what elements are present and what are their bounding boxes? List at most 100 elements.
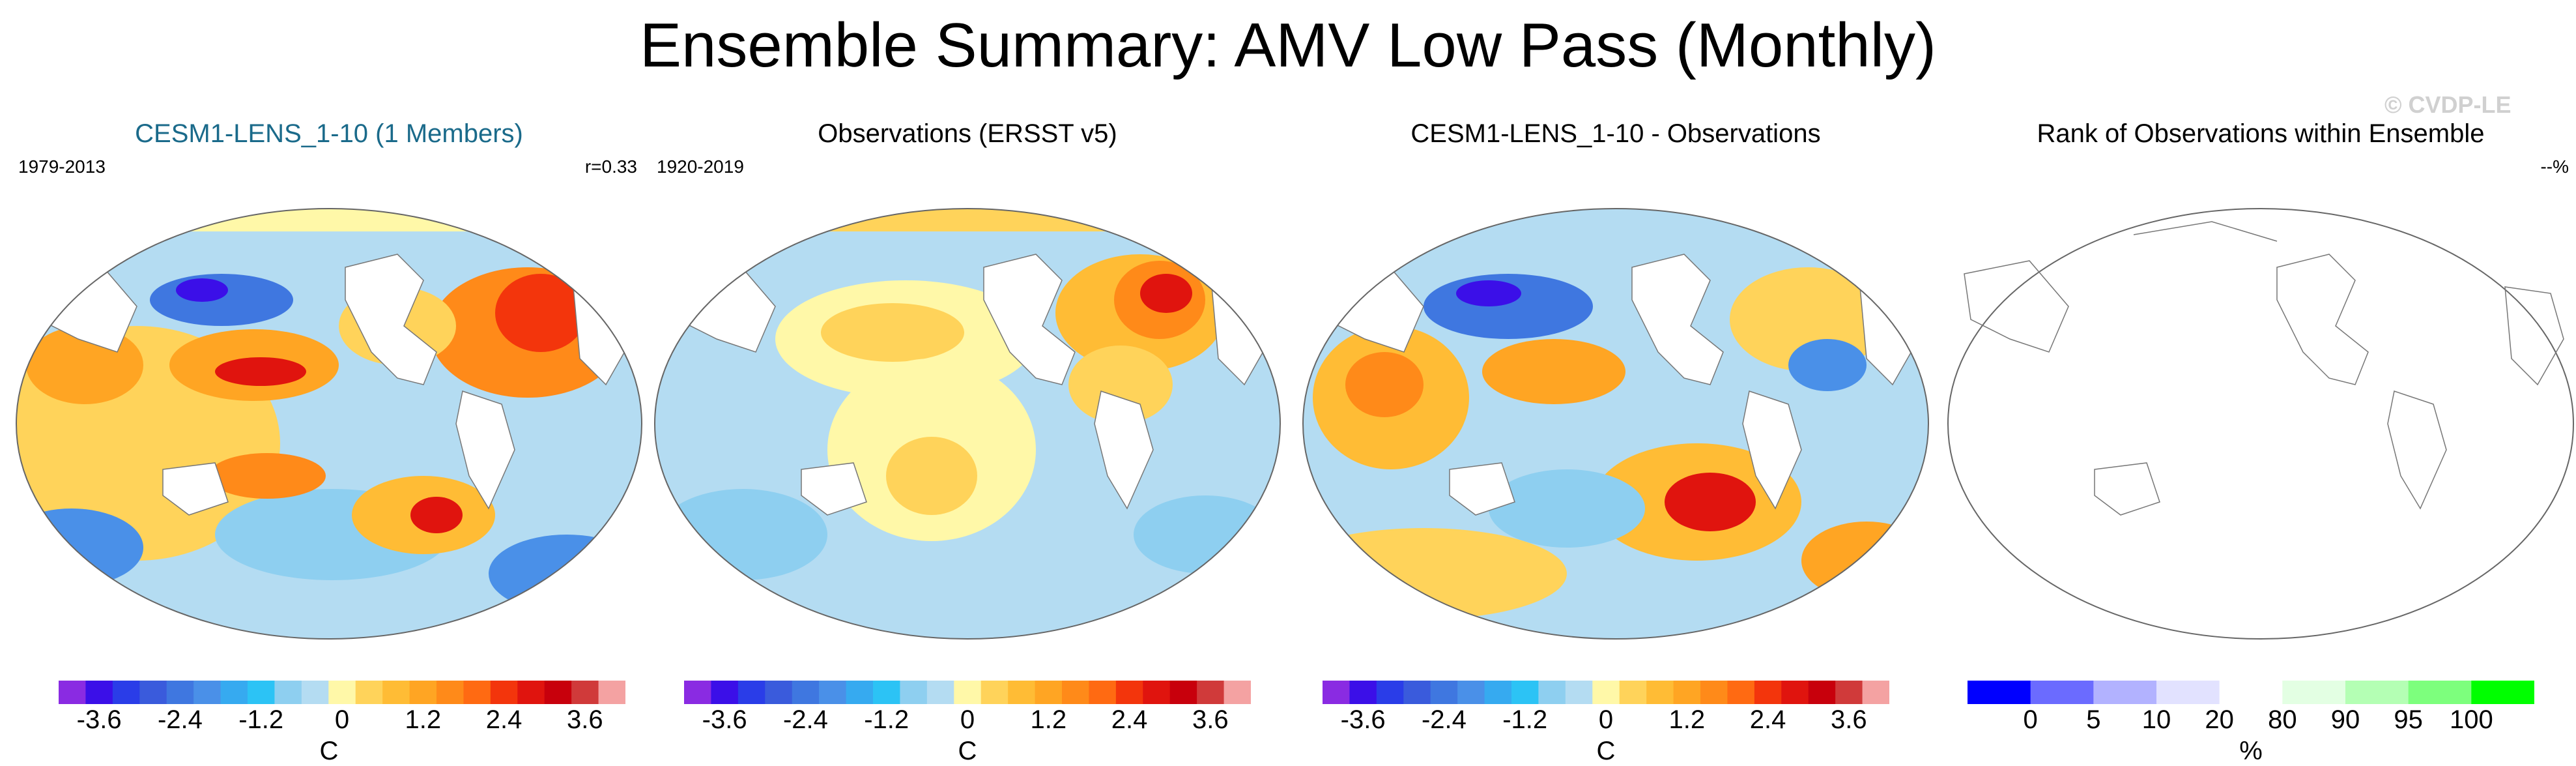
colorbar-bin	[139, 681, 167, 704]
colorbar-bin	[1169, 681, 1197, 704]
colorbar-tick-label: 0	[960, 705, 975, 734]
colorbar-bin	[2282, 681, 2346, 704]
colorbar-bin	[220, 681, 248, 704]
colorbar-bin	[684, 681, 711, 704]
unit-label: C	[1596, 737, 1616, 765]
colorbar-bin	[2219, 681, 2283, 704]
colorbar-tick-label: 100	[2449, 705, 2493, 734]
colorbar-bin	[1484, 681, 1512, 704]
colorbar-bin	[2156, 681, 2220, 704]
colorbar-tick-label: 2.4	[1111, 705, 1148, 734]
colorbar-bin	[765, 681, 793, 704]
colorbar-bin	[59, 681, 86, 704]
colorbar-bin	[1403, 681, 1431, 704]
panel-title: Rank of Observations within Ensemble	[2037, 119, 2485, 148]
colorbar-bin	[1700, 681, 1728, 704]
sst-anomaly-map	[16, 208, 642, 640]
colorbar-bin	[1781, 681, 1809, 704]
colorbar-bin	[1089, 681, 1117, 704]
panel-observations: Observations (ERSST v5) 1920-2019	[645, 117, 1290, 765]
colorbar-bin	[2408, 681, 2472, 704]
colorbar-bin	[1592, 681, 1620, 704]
colorbar-bin	[819, 681, 847, 704]
colorbar-bin	[544, 681, 572, 704]
colorbar-svg	[1323, 681, 1890, 704]
colorbar-bin	[328, 681, 356, 704]
percent-label: --%	[2540, 156, 2569, 177]
colorbar-bin	[1430, 681, 1458, 704]
colorbar-tick-label: 90	[2330, 705, 2360, 734]
period-label: 1979-2013	[18, 156, 106, 177]
panel-model: CESM1-LENS_1-10 (1 Members) 1979-2013 r=…	[7, 117, 651, 765]
colorbar-tick-label: 1.2	[1668, 705, 1706, 734]
colorbar-bin	[873, 681, 900, 704]
colorbar-bin	[1835, 681, 1863, 704]
sst-anomaly-map	[654, 208, 1281, 640]
colorbar-tick-label: 20	[2205, 705, 2234, 734]
colorbar-bin	[490, 681, 518, 704]
colorbar-svg	[684, 681, 1252, 704]
colorbar-tick-label: 10	[2141, 705, 2171, 734]
figure-title: Ensemble Summary: AMV Low Pass (Monthly)	[640, 10, 1936, 80]
colorbar-bin	[248, 681, 275, 704]
colorbar-tick-label: 2.4	[1749, 705, 1786, 734]
colorbar-bin	[1323, 681, 1350, 704]
colorbar-bin	[1538, 681, 1566, 704]
colorbar-tick-label: -2.4	[1421, 705, 1467, 734]
colorbar-bin	[1968, 681, 2031, 704]
sst-anomaly-map	[1302, 208, 1929, 640]
colorbar-tick-label: 0	[2023, 705, 2038, 734]
rank-colorbar	[1968, 681, 2535, 704]
colorbar-tick-label: -2.4	[157, 705, 203, 734]
colorbar-tick-label: 3.6	[567, 705, 603, 734]
colorbar-bin	[571, 681, 599, 704]
colorbar-bin	[517, 681, 545, 704]
period-label: 1920-2019	[657, 156, 744, 177]
colorbar-bin	[1457, 681, 1485, 704]
panel-title: CESM1-LENS_1-10 (1 Members)	[135, 119, 523, 148]
rank-map	[1947, 208, 2574, 640]
colorbar	[1323, 681, 1890, 704]
colorbar-tick-label: 5	[2086, 705, 2101, 734]
colorbar-svg	[59, 681, 626, 704]
unit-label: C	[958, 737, 977, 765]
colorbar-bin	[598, 681, 626, 704]
colorbar-bin	[436, 681, 464, 704]
colorbar-tick-label: 80	[2268, 705, 2297, 734]
colorbar-bin	[166, 681, 194, 704]
colorbar-bin	[85, 681, 113, 704]
colorbar-bin	[409, 681, 437, 704]
colorbar-tick-label: -3.6	[1340, 705, 1386, 734]
colorbar	[684, 681, 1252, 704]
colorbar-bin	[301, 681, 329, 704]
colorbar-tick-label: 0	[1598, 705, 1614, 734]
colorbar-bin	[2471, 681, 2535, 704]
colorbar-tick-label: -3.6	[702, 705, 747, 734]
colorbar-tick-label: 3.6	[1192, 705, 1229, 734]
colorbar-bin	[193, 681, 222, 704]
colorbar-tick-label: -2.4	[782, 705, 828, 734]
colorbar-tick-label: 1.2	[1030, 705, 1067, 734]
correlation-label: r=0.33	[584, 156, 637, 177]
colorbar-bin	[737, 681, 766, 704]
colorbar-bin	[1862, 681, 1890, 704]
colorbar-bin	[900, 681, 928, 704]
colorbar-bin	[1062, 681, 1089, 704]
colorbar-bin	[463, 681, 491, 704]
colorbar-bin	[980, 681, 1009, 704]
colorbar-tick-label: 2.4	[485, 705, 522, 734]
colorbar-bin	[1224, 681, 1252, 704]
panel-title: CESM1-LENS_1-10 - Observations	[1410, 119, 1821, 148]
colorbar-tick-label: -1.2	[864, 705, 909, 734]
colorbar-bin	[1727, 681, 1755, 704]
colorbar-bin	[1808, 681, 1836, 704]
colorbar-bin	[2345, 681, 2409, 704]
colorbar-bin	[711, 681, 739, 704]
colorbar-bin	[1511, 681, 1539, 704]
colorbar-bin	[926, 681, 954, 704]
colorbar-bin	[1197, 681, 1225, 704]
colorbar-bin	[1008, 681, 1036, 704]
colorbar-bin	[846, 681, 874, 704]
colorbar-tick-label: 0	[334, 705, 350, 734]
panel-difference: CESM1-LENS_1-10 - Observations	[1293, 117, 1938, 765]
